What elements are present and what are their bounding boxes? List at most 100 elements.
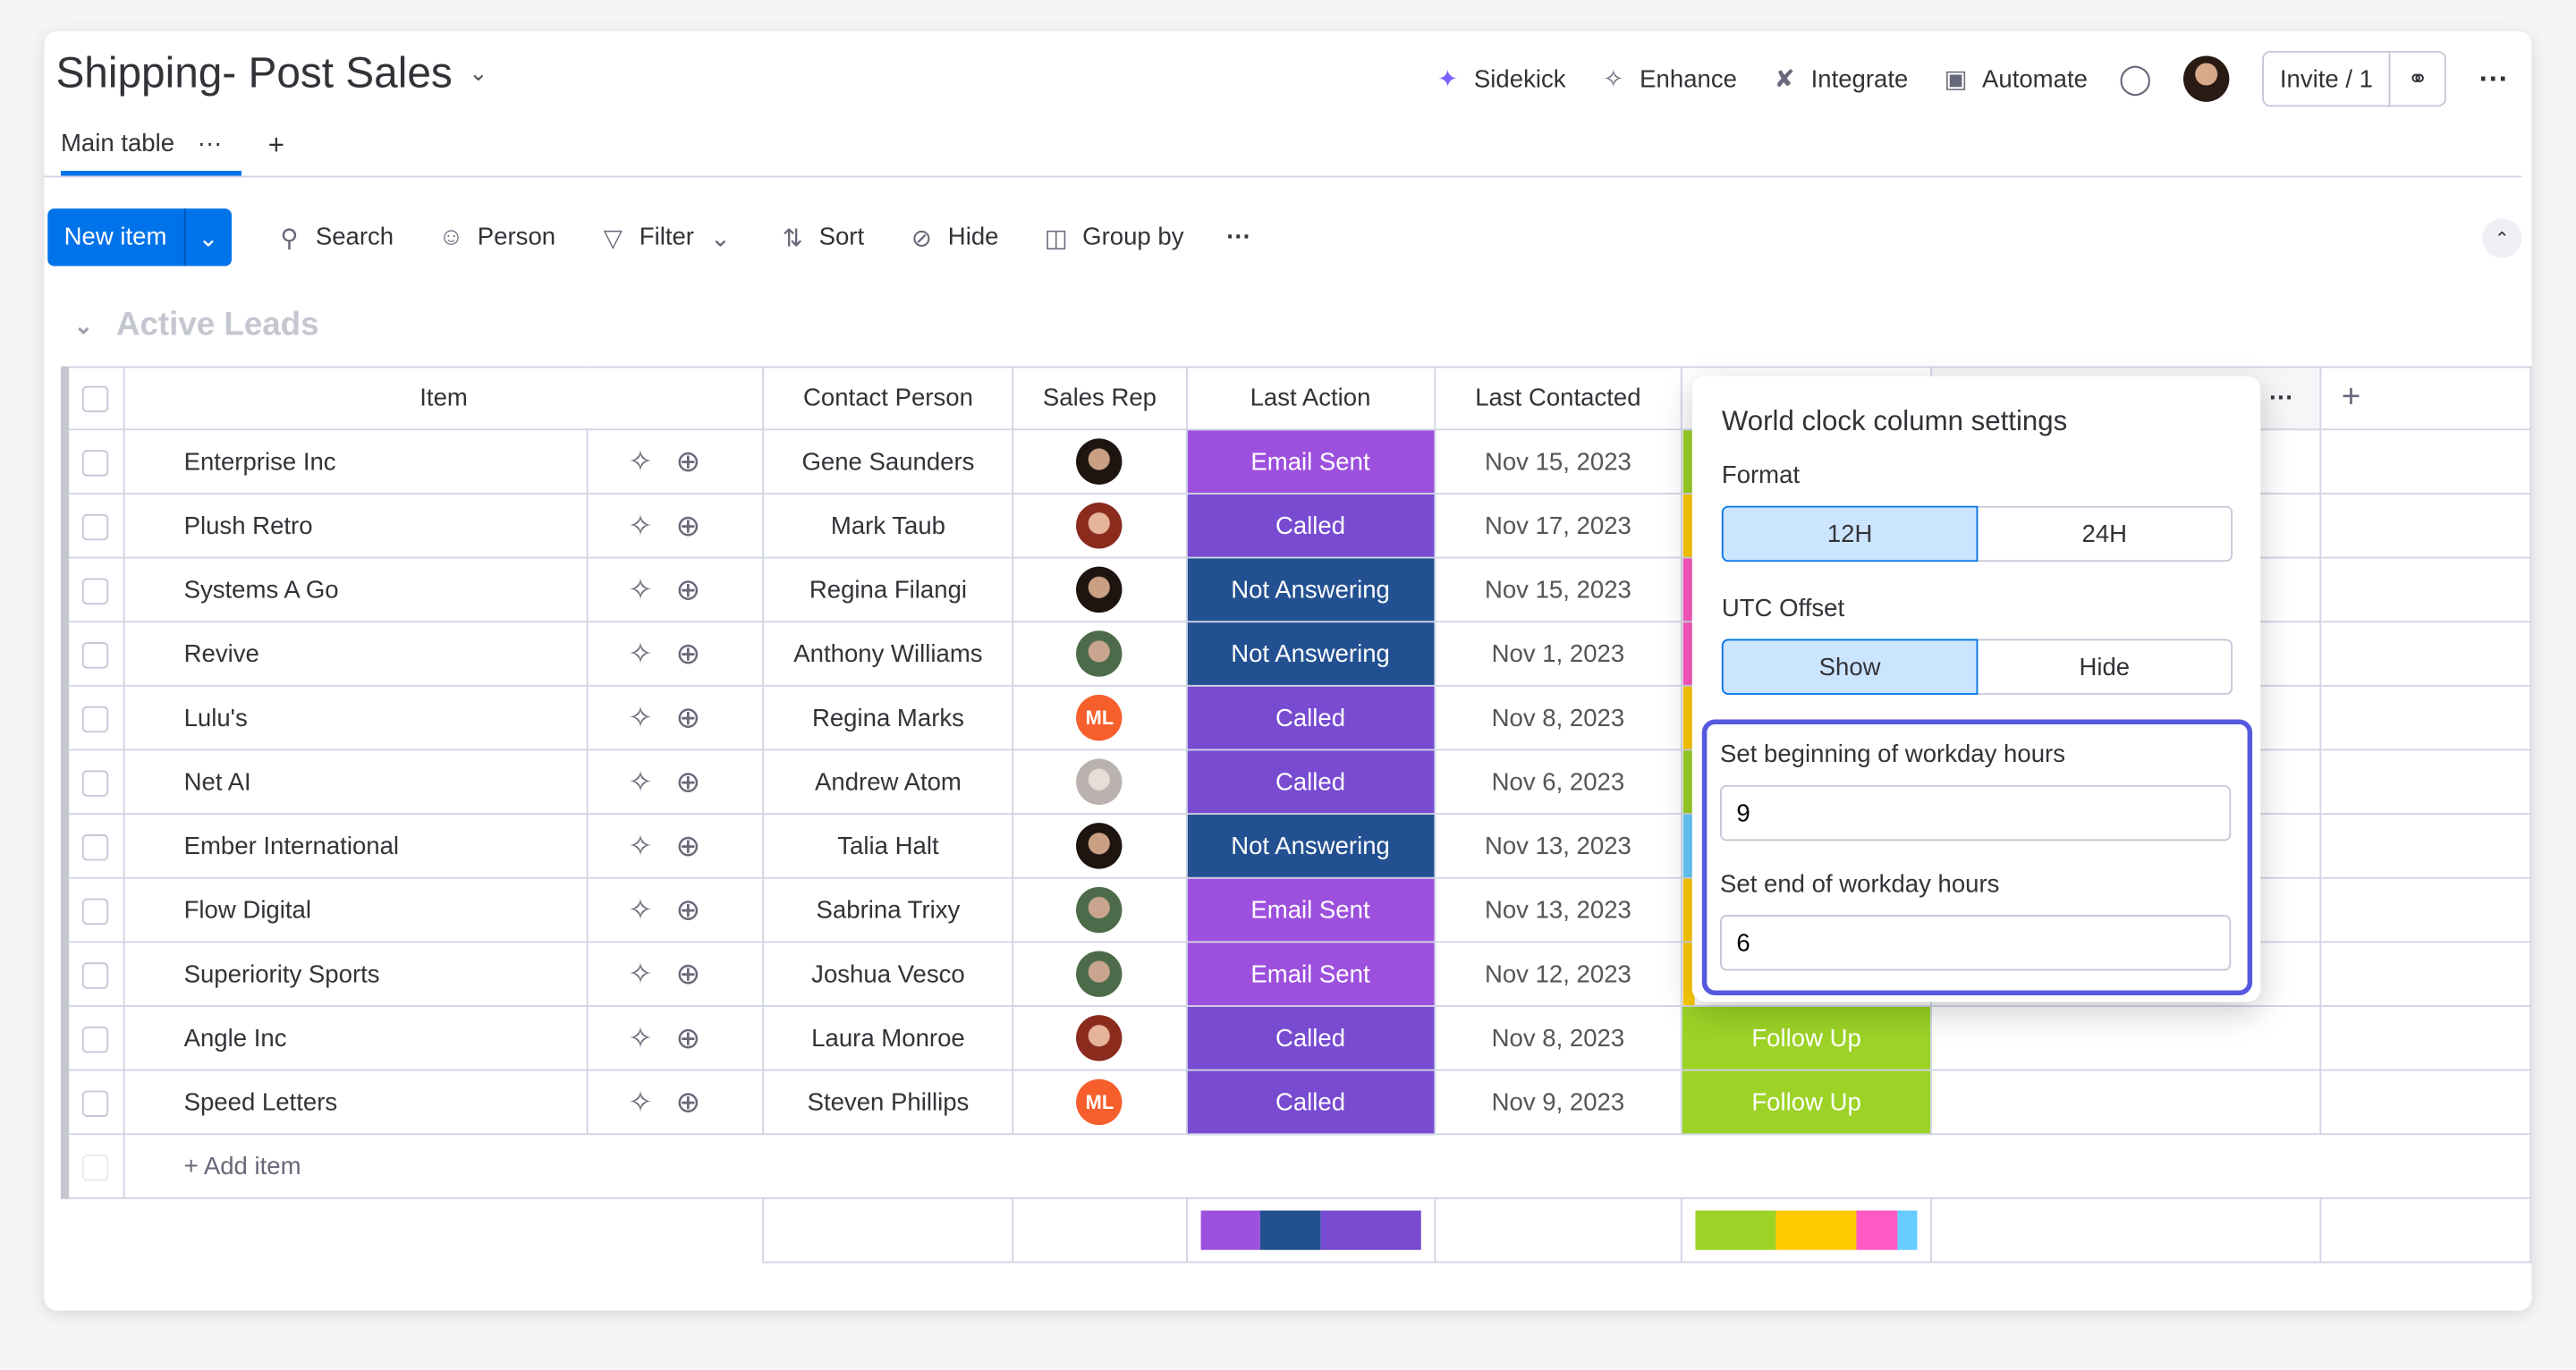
avatar[interactable] (1076, 823, 1123, 869)
contact-person[interactable]: Gene Saunders (762, 428, 1014, 495)
row-checkbox[interactable] (82, 1089, 110, 1117)
tab-options-icon[interactable]: ··· (197, 130, 223, 158)
sparkle-icon[interactable]: ✧ (628, 764, 676, 798)
contact-person[interactable]: Regina Filangi (762, 556, 1014, 623)
more-toolbar-icon[interactable]: ··· (1226, 223, 1251, 252)
last-contacted-date[interactable]: Nov 12, 2023 (1433, 941, 1683, 1007)
avatar[interactable] (1076, 630, 1123, 677)
row-checkbox[interactable] (82, 577, 110, 605)
column-header-contact[interactable]: Contact Person (762, 366, 1014, 431)
column-header-last-contacted[interactable]: Last Contacted (1433, 366, 1683, 431)
last-contacted-date[interactable]: Nov 15, 2023 (1433, 556, 1683, 623)
table-row[interactable]: Angle Inc ✧⊕ Laura Monroe Called Nov 8, … (60, 1005, 2532, 1071)
contact-person[interactable]: Laura Monroe (762, 1005, 1014, 1071)
status-summary[interactable] (1681, 1197, 1932, 1264)
add-item-row[interactable]: + Add item (60, 1133, 2532, 1199)
item-name[interactable]: Lulu's (123, 684, 589, 751)
item-name[interactable]: Plush Retro (123, 493, 589, 559)
item-name[interactable]: Enterprise Inc (123, 428, 589, 495)
last-action-status[interactable]: Called (1185, 684, 1436, 751)
last-contacted-date[interactable]: Nov 8, 2023 (1433, 684, 1683, 751)
tab-main-table[interactable]: Main table ··· (60, 130, 242, 176)
last-action-status[interactable]: Not Answering (1185, 621, 1436, 687)
chat-bubble-icon[interactable]: ◯ (2118, 61, 2152, 95)
add-update-icon[interactable]: ⊕ (675, 508, 724, 542)
group-header[interactable]: ⌄ Active Leads (74, 307, 319, 344)
copy-link-icon[interactable]: ⚭ (2389, 52, 2445, 106)
hide-button[interactable]: ⊘ Hide (907, 223, 999, 252)
invite-button[interactable]: Invite / 1 (2279, 64, 2373, 93)
automate-button[interactable]: ▣ Automate (1941, 64, 2088, 94)
sparkle-icon[interactable]: ✧ (628, 828, 676, 862)
add-update-icon[interactable]: ⊕ (675, 764, 724, 798)
item-name[interactable]: Flow Digital (123, 876, 589, 943)
last-action-status[interactable]: Not Answering (1185, 813, 1436, 879)
row-checkbox[interactable] (82, 512, 110, 540)
chevron-down-icon[interactable]: ⌄ (73, 311, 94, 339)
item-name[interactable]: Angle Inc (123, 1005, 589, 1071)
add-update-icon[interactable]: ⊕ (675, 1020, 724, 1054)
sales-rep-cell[interactable] (1012, 556, 1188, 623)
row-checkbox[interactable] (82, 961, 110, 988)
last-action-summary[interactable] (1185, 1197, 1436, 1264)
table-row[interactable]: Speed Letters ✧⊕ Steven Phillips ML Call… (60, 1069, 2532, 1136)
contact-person[interactable]: Regina Marks (762, 684, 1014, 751)
avatar[interactable] (1076, 951, 1123, 997)
person-filter-button[interactable]: ☺ Person (436, 223, 555, 252)
avatar[interactable]: ML (1076, 1078, 1123, 1126)
item-name[interactable]: Superiority Sports (123, 941, 589, 1007)
chevron-down-icon[interactable]: ⌄ (182, 208, 232, 266)
last-contacted-date[interactable]: Nov 8, 2023 (1433, 1005, 1683, 1071)
enhance-button[interactable]: ✧ Enhance (1598, 64, 1737, 94)
sparkle-icon[interactable]: ✧ (628, 636, 676, 670)
contact-person[interactable]: Steven Phillips (762, 1069, 1014, 1136)
last-action-status[interactable]: Email Sent (1185, 941, 1436, 1007)
workday-end-input[interactable] (1720, 915, 2232, 971)
avatar[interactable] (1076, 566, 1123, 613)
sidekick-button[interactable]: ✦ Sidekick (1433, 64, 1566, 94)
sort-button[interactable]: ⇅ Sort (778, 223, 864, 252)
select-all-checkbox[interactable] (82, 385, 110, 413)
sales-rep-cell[interactable] (1012, 621, 1188, 687)
last-action-status[interactable]: Called (1185, 748, 1436, 816)
item-name[interactable]: Revive (123, 621, 589, 687)
sales-rep-cell[interactable] (1012, 813, 1188, 879)
last-action-status[interactable]: Not Answering (1185, 556, 1436, 623)
last-contacted-date[interactable]: Nov 9, 2023 (1433, 1069, 1683, 1136)
last-contacted-date[interactable]: Nov 17, 2023 (1433, 493, 1683, 559)
avatar[interactable] (1076, 758, 1123, 805)
status-cell[interactable]: Follow Up (1681, 1069, 1932, 1136)
row-checkbox[interactable] (82, 833, 110, 860)
chevron-down-icon[interactable]: ⌄ (709, 224, 731, 252)
add-column-icon[interactable]: + (2319, 366, 2532, 431)
contact-person[interactable]: Talia Halt (762, 813, 1014, 879)
avatar[interactable] (1076, 1015, 1123, 1061)
empty-cell[interactable] (1929, 1005, 2322, 1071)
more-options-icon[interactable]: ··· (2479, 61, 2509, 95)
add-view-icon[interactable]: + (267, 130, 285, 161)
column-header-last-action[interactable]: Last Action (1185, 366, 1436, 431)
add-update-icon[interactable]: ⊕ (675, 828, 724, 862)
add-update-icon[interactable]: ⊕ (675, 444, 724, 478)
avatar[interactable] (1076, 503, 1123, 549)
last-action-status[interactable]: Email Sent (1185, 876, 1436, 943)
group-by-button[interactable]: ◫ Group by (1041, 223, 1184, 252)
add-update-icon[interactable]: ⊕ (675, 636, 724, 670)
sales-rep-cell[interactable] (1012, 748, 1188, 816)
last-contacted-date[interactable]: Nov 13, 2023 (1433, 813, 1683, 879)
contact-person[interactable]: Anthony Williams (762, 621, 1014, 687)
item-name[interactable]: Speed Letters (123, 1069, 589, 1136)
row-checkbox[interactable] (82, 641, 110, 668)
filter-button[interactable]: ▽ Filter ⌄ (598, 223, 735, 252)
contact-person[interactable]: Sabrina Trixy (762, 876, 1014, 943)
sparkle-icon[interactable]: ✧ (628, 508, 676, 542)
add-update-icon[interactable]: ⊕ (675, 700, 724, 734)
item-name[interactable]: Systems A Go (123, 556, 589, 623)
sales-rep-cell[interactable] (1012, 941, 1188, 1007)
format-24h-option[interactable]: 24H (1978, 505, 2233, 562)
last-action-status[interactable]: Called (1185, 1069, 1436, 1136)
sales-rep-cell[interactable] (1012, 493, 1188, 559)
add-update-icon[interactable]: ⊕ (675, 892, 724, 926)
row-checkbox[interactable] (82, 897, 110, 925)
chevron-down-icon[interactable]: ⌄ (469, 59, 488, 86)
